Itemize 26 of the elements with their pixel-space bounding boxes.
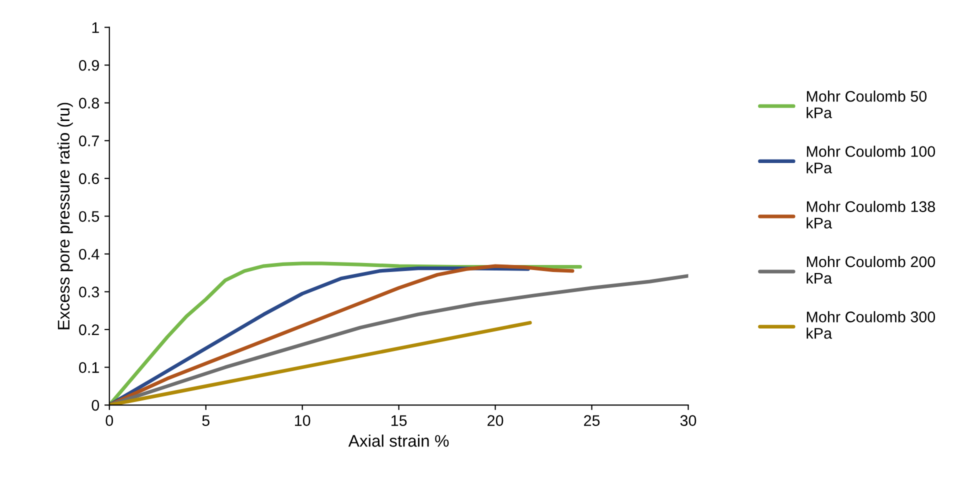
legend-label: Mohr Coulomb 300 kPa xyxy=(806,311,936,339)
y-tick-label: 0 xyxy=(92,400,100,411)
y-axis-title: Excess pore pressure ratio (ru) xyxy=(57,102,73,330)
y-tick-label: 0.5 xyxy=(79,211,100,222)
x-tick-label: 0 xyxy=(106,415,114,426)
legend-label: Mohr Coulomb 200 kPa xyxy=(806,256,936,284)
x-tick-label: 30 xyxy=(680,415,696,426)
y-tick-label: 0.9 xyxy=(79,60,99,71)
line-series xyxy=(109,320,532,406)
y-tick-label: 0.3 xyxy=(79,286,99,298)
x-tick-label: 5 xyxy=(202,415,210,426)
y-tick-label: 0.4 xyxy=(79,248,100,260)
y-tick-label: 0.7 xyxy=(79,136,99,146)
y-tick-label: 0.1 xyxy=(79,362,99,373)
y-tick-label: 1 xyxy=(92,22,99,33)
y-tick-label: 0.8 xyxy=(79,98,99,109)
legend-label: Mohr Coulomb 100 kPa xyxy=(806,146,936,174)
x-tick-label: 25 xyxy=(584,415,600,426)
legend-label: Mohr Coulomb 50 kPa xyxy=(806,90,927,118)
x-tick-label: 20 xyxy=(488,415,504,426)
x-tick-label: 15 xyxy=(391,415,407,426)
x-axis-title: Axial strain % xyxy=(348,434,449,447)
y-tick-label: 0.6 xyxy=(79,173,99,184)
y-tick-label: 0.2 xyxy=(79,324,99,336)
x-tick-label: 10 xyxy=(295,415,310,426)
legend-label: Mohr Coulomb 138 kPa xyxy=(806,200,935,229)
